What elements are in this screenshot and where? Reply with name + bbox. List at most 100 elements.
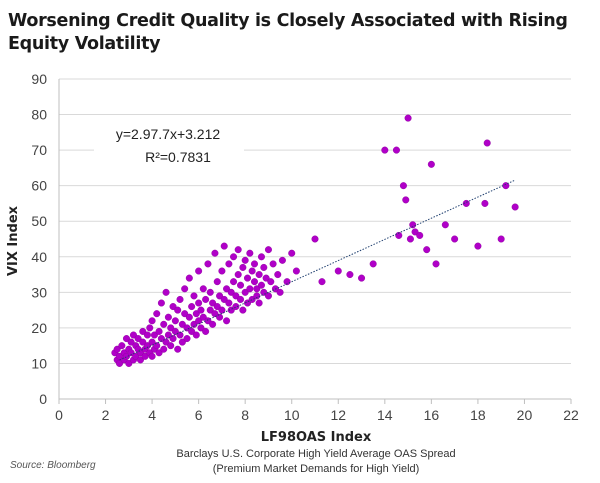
data-point xyxy=(225,260,233,268)
data-point xyxy=(253,292,261,300)
data-point xyxy=(206,306,214,314)
data-point xyxy=(395,231,403,239)
data-point xyxy=(204,317,212,325)
data-point xyxy=(220,242,228,250)
data-point xyxy=(199,313,207,321)
data-point xyxy=(276,288,284,296)
data-point xyxy=(211,310,219,318)
data-point xyxy=(174,345,182,353)
data-point xyxy=(134,335,142,343)
chart-title: Worsening Credit Quality is Closely Asso… xyxy=(8,11,568,54)
x-tick-label: 0 xyxy=(55,407,63,423)
data-point xyxy=(402,196,410,204)
data-point xyxy=(423,246,431,254)
data-point xyxy=(399,182,407,190)
data-point xyxy=(441,221,449,229)
data-point xyxy=(195,267,203,275)
data-point xyxy=(183,324,191,332)
data-point xyxy=(143,331,151,339)
data-point xyxy=(197,324,205,332)
y-tick-label: 80 xyxy=(31,107,47,123)
data-point xyxy=(167,342,175,350)
data-point xyxy=(451,235,459,243)
data-point xyxy=(260,263,268,271)
data-point xyxy=(202,295,210,303)
data-point xyxy=(171,317,179,325)
data-point xyxy=(155,349,163,357)
data-point xyxy=(129,331,137,339)
x-tick-label: 16 xyxy=(424,407,440,423)
data-point xyxy=(216,313,224,321)
data-point xyxy=(139,327,147,335)
data-point xyxy=(183,335,191,343)
data-point xyxy=(178,320,186,328)
data-point xyxy=(409,221,417,229)
data-point xyxy=(416,231,424,239)
x-tick-label: 18 xyxy=(470,407,486,423)
data-point xyxy=(411,228,419,236)
data-point xyxy=(195,299,203,307)
data-point xyxy=(283,278,291,286)
data-point xyxy=(188,303,196,311)
data-point xyxy=(139,338,147,346)
data-point xyxy=(288,249,296,257)
data-point xyxy=(209,320,217,328)
data-point xyxy=(358,274,366,282)
data-point xyxy=(223,285,231,293)
data-point xyxy=(174,306,182,314)
data-point xyxy=(369,260,377,268)
data-point xyxy=(136,356,144,364)
data-point xyxy=(195,317,203,325)
data-point xyxy=(127,338,135,346)
data-point xyxy=(381,146,389,154)
data-point xyxy=(264,246,272,254)
y-tick-label: 60 xyxy=(31,178,47,194)
data-point xyxy=(125,359,133,367)
source-note: Source: Bloomberg xyxy=(10,460,96,471)
data-point xyxy=(264,292,272,300)
data-point xyxy=(234,246,242,254)
data-point xyxy=(511,203,519,211)
data-point xyxy=(248,295,256,303)
data-point xyxy=(218,267,226,275)
equation-box xyxy=(94,118,244,173)
data-point xyxy=(160,320,168,328)
data-point xyxy=(269,260,277,268)
data-point xyxy=(141,352,149,360)
data-point xyxy=(278,256,286,264)
x-tick-label: 14 xyxy=(377,407,393,423)
data-point xyxy=(213,278,221,286)
data-point xyxy=(250,278,258,286)
data-point xyxy=(176,295,184,303)
data-point xyxy=(157,335,165,343)
data-point xyxy=(213,303,221,311)
x-tick-label: 10 xyxy=(284,407,300,423)
data-point xyxy=(122,352,130,360)
y-tick-label: 90 xyxy=(31,71,47,87)
data-point xyxy=(169,335,177,343)
x-tick-label: 2 xyxy=(102,407,110,423)
data-point xyxy=(227,288,235,296)
data-point xyxy=(206,288,214,296)
data-point xyxy=(483,139,491,147)
data-point xyxy=(199,285,207,293)
data-point xyxy=(311,235,319,243)
data-point xyxy=(157,299,165,307)
data-point xyxy=(209,299,217,307)
data-point xyxy=(239,263,247,271)
data-point xyxy=(127,349,135,357)
data-point xyxy=(204,260,212,268)
data-point xyxy=(218,306,226,314)
y-tick-label: 50 xyxy=(31,213,47,229)
data-point xyxy=(169,303,177,311)
data-point xyxy=(188,327,196,335)
data-point xyxy=(160,345,168,353)
data-point xyxy=(230,278,238,286)
data-point xyxy=(192,331,200,339)
data-point xyxy=(185,274,193,282)
data-point xyxy=(185,313,193,321)
y-tick-label: 20 xyxy=(31,320,47,336)
data-point xyxy=(246,249,254,257)
data-point xyxy=(274,271,282,279)
data-point xyxy=(181,285,189,293)
